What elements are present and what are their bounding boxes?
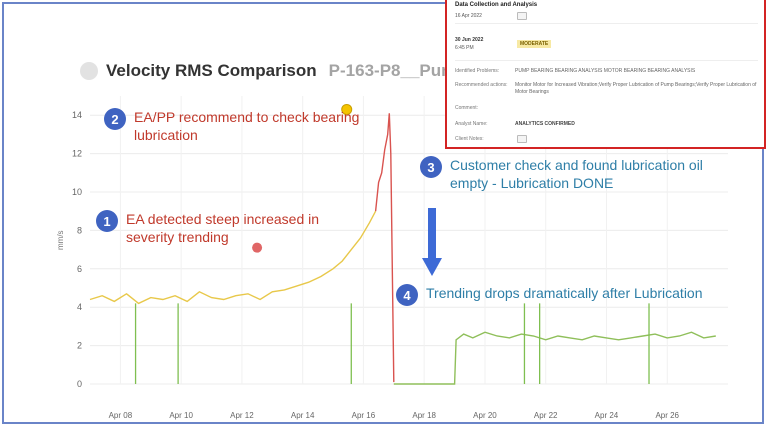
- y-tick-label: 12: [72, 149, 82, 159]
- annotation-2-number: 2: [104, 108, 126, 130]
- chart-title-row: Velocity RMS Comparison P-163-P8__Pump: [80, 58, 467, 84]
- x-tick-label: Apr 10: [169, 411, 193, 420]
- annotation-2-text: EA/PP recommend to check bearing lubrica…: [134, 108, 359, 144]
- recommended-value-2: Motor Bearings: [515, 89, 549, 95]
- annotation-4-number: 4: [396, 284, 418, 306]
- annotation-3: 3 Customer check and found lubrication o…: [420, 156, 703, 192]
- x-tick-label: Apr 20: [473, 411, 497, 420]
- y-tick-label: 14: [72, 110, 82, 120]
- annotation-1-line1: EA detected steep increased in: [126, 211, 320, 227]
- annotation-3-line1: Customer check and found lubrication oil: [450, 157, 703, 173]
- y-tick-label: 2: [77, 341, 82, 351]
- comment-label: Comment:: [455, 105, 479, 111]
- series-line-3: [393, 331, 716, 385]
- annotation-2: 2 EA/PP recommend to check bearing lubri…: [104, 108, 359, 144]
- x-tick-label: Apr 22: [534, 411, 558, 420]
- client-notes-chip[interactable]: [517, 135, 527, 143]
- analyst-label: Analyst Name:: [455, 121, 488, 127]
- y-tick-label: 8: [77, 225, 82, 235]
- annotation-1-text: EA detected steep increased in severity …: [126, 210, 319, 246]
- y-tick-label: 4: [77, 302, 82, 312]
- comment-row: Comment:: [455, 105, 478, 111]
- inset-date2: 30 Jun 2022: [455, 37, 484, 43]
- annotation-4-text: Trending drops dramatically after Lubric…: [426, 284, 703, 302]
- x-tick-label: Apr 18: [412, 411, 436, 420]
- recommended-row: Recommended actions: Monitor Motor for I…: [455, 82, 756, 88]
- annotation-4: 4 Trending drops dramatically after Lubr…: [396, 284, 703, 306]
- inset-divider: [455, 23, 758, 24]
- inset-date1: 16 Apr 2022: [455, 13, 482, 19]
- inset-header: Data Collection and Analysis: [455, 2, 538, 8]
- recommended-value: Monitor Motor for Increased Vibration;Ve…: [515, 82, 757, 88]
- event-marker: [341, 103, 353, 115]
- annotation-1-line2: severity trending: [126, 229, 229, 245]
- down-arrow-shaft: [428, 208, 436, 260]
- analyst-value: ANALYTICS CONFIRMED: [515, 121, 575, 127]
- annotation-1-number: 1: [96, 210, 118, 232]
- severity-badge: MODERATE: [517, 40, 552, 48]
- x-tick-label: Apr 08: [109, 411, 133, 420]
- annotation-2-line2: lubrication: [134, 127, 198, 143]
- y-tick-label: 10: [72, 187, 82, 197]
- y-tick-label: 0: [77, 379, 82, 389]
- annotation-3-number: 3: [420, 156, 442, 178]
- x-tick-label: Apr 26: [655, 411, 679, 420]
- annotation-2-line1: EA/PP recommend to check bearing: [134, 109, 360, 125]
- annotation-3-text: Customer check and found lubrication oil…: [450, 156, 703, 192]
- down-arrow-head: [422, 258, 442, 276]
- inset-divider: [455, 60, 758, 61]
- inset-row1-chip[interactable]: [517, 12, 527, 20]
- analyst-row: Analyst Name: ANALYTICS CONFIRMED: [455, 121, 575, 127]
- annotation-4-line1: Trending drops dramatically after Lubric…: [426, 285, 703, 301]
- x-tick-label: Apr 24: [595, 411, 619, 420]
- x-tick-label: Apr 12: [230, 411, 254, 420]
- series-line-2: [374, 113, 395, 383]
- recommended-label: Recommended actions:: [455, 82, 508, 88]
- identified-value: PUMP BEARING BEARING ANALYSIS MOTOR BEAR…: [515, 68, 696, 74]
- x-tick-label: Apr 14: [291, 411, 315, 420]
- identified-label: Identified Problems:: [455, 68, 500, 74]
- series-line-1: [89, 210, 377, 305]
- inset-time2: 6:45 PM: [455, 45, 474, 51]
- outer-frame: [2, 2, 764, 424]
- annotation-1: 1 EA detected steep increased in severit…: [96, 210, 319, 246]
- event-marker: [252, 242, 263, 253]
- y-tick-label: 6: [77, 264, 82, 274]
- identified-row: Identified Problems: PUMP BEARING BEARIN…: [455, 68, 695, 74]
- chart-title-asset: P-163-P8__Pump: [328, 61, 467, 80]
- client-notes-row: Client Notes:: [455, 136, 484, 142]
- title-avatar: [80, 62, 98, 80]
- x-tick-label: Apr 16: [352, 411, 376, 420]
- chart-title: Velocity RMS Comparison: [106, 61, 317, 80]
- analysis-inset-panel: Data Collection and Analysis 16 Apr 2022…: [445, 0, 766, 149]
- client-notes-label: Client Notes:: [455, 136, 484, 142]
- annotation-3-line2: empty - Lubrication DONE: [450, 175, 614, 191]
